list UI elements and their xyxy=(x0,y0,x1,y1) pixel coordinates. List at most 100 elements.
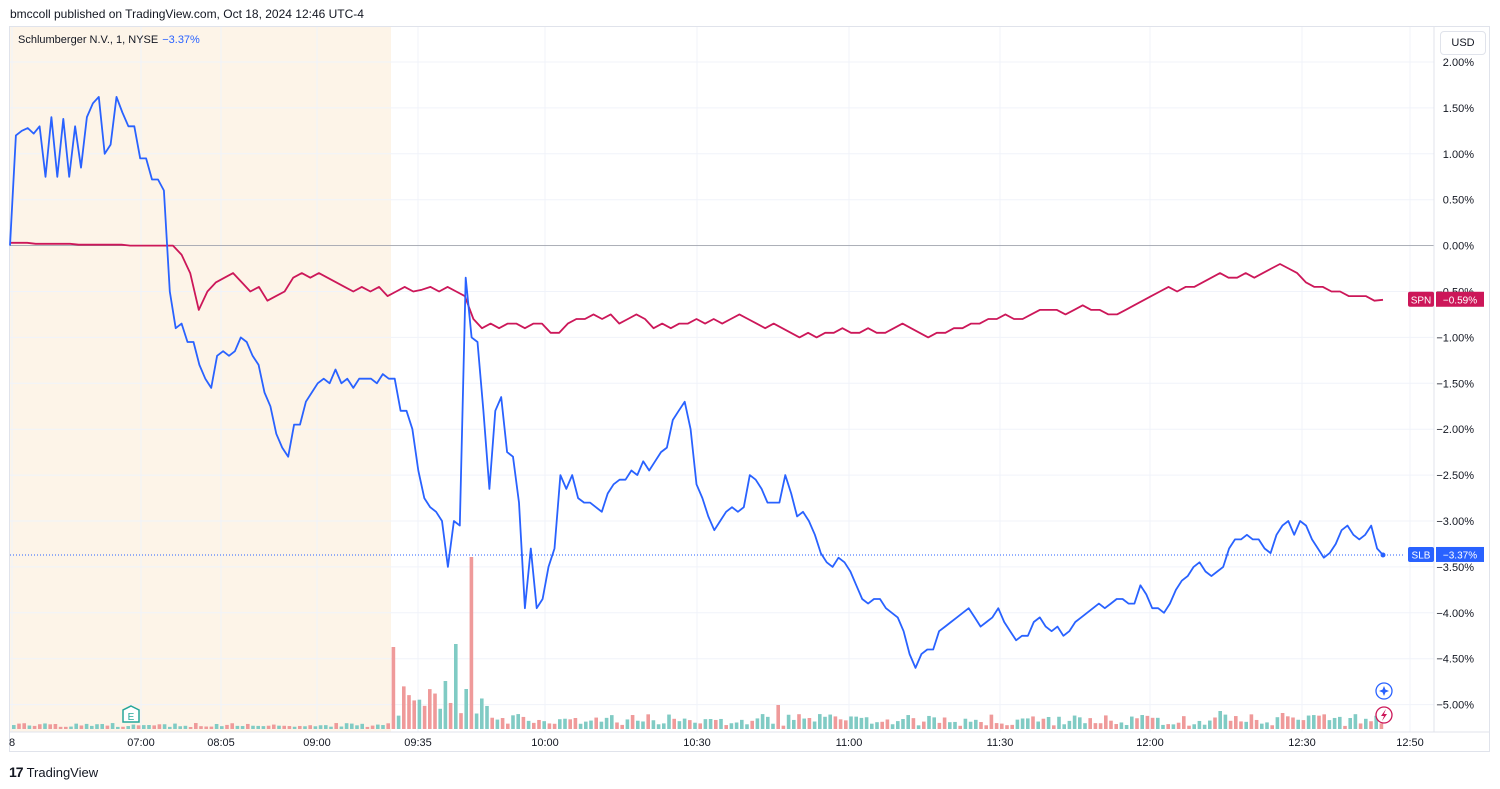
volume-bar xyxy=(547,723,552,729)
volume-bar xyxy=(760,714,765,729)
volume-bar xyxy=(287,726,292,729)
volume-bar xyxy=(526,720,531,729)
volume-bar xyxy=(1208,720,1212,729)
y-tick-label: −4.00% xyxy=(1436,608,1474,620)
volume-bar xyxy=(641,721,645,729)
currency-button[interactable]: USD xyxy=(1440,31,1486,55)
volume-bar xyxy=(256,725,260,729)
volume-bar xyxy=(1145,715,1150,729)
volume-bar xyxy=(204,726,208,729)
y-tick-label: −3.50% xyxy=(1436,562,1474,574)
volume-bar xyxy=(542,721,546,729)
volume-bar xyxy=(885,719,890,729)
volume-bar xyxy=(1052,725,1056,729)
volume-bar xyxy=(178,726,182,729)
volume-bar xyxy=(1041,718,1046,729)
volume-bar xyxy=(152,725,156,729)
volume-bar xyxy=(521,716,526,729)
volume-bar xyxy=(95,724,99,729)
volume-bar xyxy=(188,726,193,729)
volume-bar xyxy=(1348,718,1352,729)
volume-bar xyxy=(672,718,676,729)
volume-bar xyxy=(84,723,89,729)
volume-bar xyxy=(386,723,390,729)
volume-bar xyxy=(797,714,801,729)
lightning-glyph xyxy=(1381,709,1387,721)
volume-bar xyxy=(786,714,791,729)
volume-bar xyxy=(110,723,115,729)
volume-bar xyxy=(1249,714,1254,729)
volume-bar xyxy=(584,721,588,729)
volume-bar xyxy=(511,715,515,729)
volume-bar xyxy=(958,725,962,729)
volume-bar xyxy=(292,726,297,729)
volume-bar xyxy=(989,714,994,729)
volume-bar xyxy=(1374,715,1378,729)
volume-bar xyxy=(79,725,84,729)
publish-caption: bmccoll published on TradingView.com, Oc… xyxy=(10,7,364,21)
earnings-marker-label: E xyxy=(128,712,135,723)
tradingview-logo[interactable]: 17 TradingView xyxy=(9,764,98,780)
volume-bar xyxy=(417,699,422,729)
earnings-marker[interactable]: E xyxy=(122,705,140,723)
volume-bar xyxy=(766,716,770,729)
volume-bar xyxy=(703,719,708,729)
volume-bar xyxy=(656,724,661,729)
volume-bar xyxy=(849,716,853,729)
volume-bar xyxy=(1312,715,1316,729)
volume-bar xyxy=(246,723,250,729)
volume-bar xyxy=(32,725,37,729)
legend-change: −3.37% xyxy=(162,34,200,46)
volume-bar xyxy=(261,726,266,729)
volume-bar xyxy=(1124,724,1129,729)
volume-bar xyxy=(240,726,245,729)
slb-value-badge xyxy=(1436,546,1484,562)
x-tick-label: 07:00 xyxy=(127,737,155,749)
volume-bar xyxy=(194,723,198,729)
x-tick-label: 12:30 xyxy=(1288,737,1316,749)
volume-bar xyxy=(968,721,973,729)
volume-bar xyxy=(599,721,604,729)
volume-bar xyxy=(1239,721,1243,729)
volume-bar xyxy=(948,722,952,729)
volume-bar xyxy=(901,719,905,729)
volume-bar xyxy=(1057,716,1061,729)
volume-bar xyxy=(100,724,104,729)
volume-bar xyxy=(516,714,520,729)
earnings-marker-shape xyxy=(122,705,140,723)
volume-bar xyxy=(183,725,188,729)
volume-bar xyxy=(225,724,229,729)
x-tick-label: 11:00 xyxy=(836,737,863,749)
volume-bar xyxy=(1265,722,1269,729)
volume-bar xyxy=(979,722,983,729)
volume-bar xyxy=(1275,717,1280,729)
volume-bar xyxy=(994,723,999,729)
volume-bar xyxy=(1171,724,1176,729)
volume-bar xyxy=(74,723,78,729)
volume-bar xyxy=(1369,721,1373,729)
volume-bar xyxy=(828,714,832,729)
y-tick-label: −3.00% xyxy=(1436,516,1474,528)
volume-bar xyxy=(464,689,468,729)
volume-bar xyxy=(651,720,656,729)
volume-bar xyxy=(1197,720,1202,729)
tradingview-brand: TradingView xyxy=(26,764,99,780)
volume-bar xyxy=(407,695,411,729)
volume-bar xyxy=(646,714,650,729)
volume-bar xyxy=(1150,717,1155,729)
y-tick-label: 2.00% xyxy=(1443,57,1474,69)
volume-bar xyxy=(428,689,432,729)
volume-bar xyxy=(209,726,214,729)
volume-bar xyxy=(38,724,42,729)
volume-bar xyxy=(1005,725,1009,729)
volume-bar xyxy=(792,719,796,729)
volume-bar xyxy=(724,725,728,729)
volume-bar xyxy=(480,698,484,729)
volume-bar xyxy=(438,708,442,729)
slb-symbol-badge xyxy=(1408,546,1434,562)
volume-bar xyxy=(334,723,338,729)
volume-bar xyxy=(474,713,479,729)
volume-bar xyxy=(776,705,780,729)
volume-bar xyxy=(298,725,302,729)
